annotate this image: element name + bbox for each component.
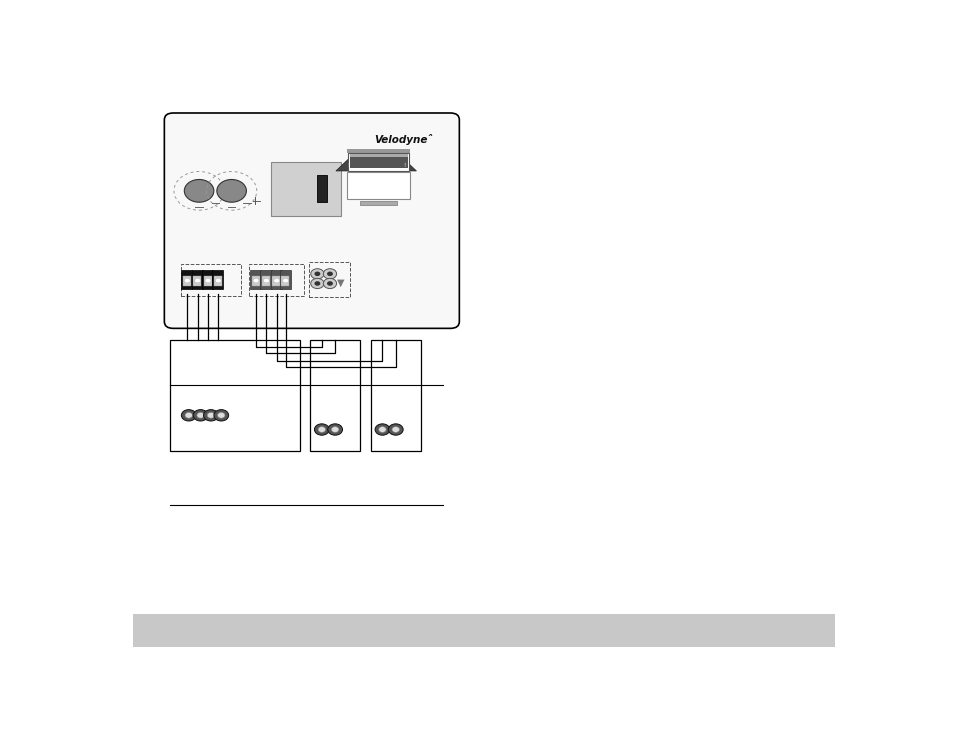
Circle shape bbox=[194, 278, 200, 283]
Bar bbox=[271, 162, 341, 216]
Bar bbox=[193, 275, 201, 286]
Circle shape bbox=[203, 410, 218, 421]
Bar bbox=[203, 275, 212, 286]
Bar bbox=[347, 172, 410, 199]
Bar bbox=[359, 201, 396, 205]
Bar bbox=[316, 175, 327, 202]
Bar bbox=[272, 275, 280, 286]
Bar bbox=[370, 340, 420, 451]
Bar bbox=[350, 157, 407, 168]
Bar bbox=[213, 275, 222, 286]
Circle shape bbox=[392, 427, 399, 432]
Bar bbox=[183, 275, 191, 286]
Circle shape bbox=[263, 278, 269, 283]
Circle shape bbox=[207, 413, 214, 418]
Bar bbox=[181, 270, 193, 289]
Circle shape bbox=[205, 278, 211, 283]
Circle shape bbox=[323, 278, 336, 289]
Circle shape bbox=[253, 278, 258, 283]
Circle shape bbox=[282, 278, 288, 283]
Circle shape bbox=[196, 413, 204, 418]
Bar bbox=[310, 340, 360, 451]
Circle shape bbox=[323, 269, 336, 279]
Circle shape bbox=[181, 410, 196, 421]
Bar bbox=[271, 270, 281, 289]
Bar bbox=[348, 153, 409, 171]
Circle shape bbox=[215, 278, 221, 283]
Bar bbox=[202, 270, 213, 289]
Bar bbox=[132, 613, 834, 646]
Bar bbox=[192, 270, 203, 289]
Bar bbox=[347, 149, 410, 153]
Text: ▼: ▼ bbox=[337, 277, 344, 287]
Bar bbox=[262, 275, 270, 286]
Circle shape bbox=[328, 424, 342, 435]
Circle shape bbox=[311, 278, 324, 289]
Bar bbox=[252, 275, 259, 286]
FancyBboxPatch shape bbox=[164, 113, 459, 328]
Bar bbox=[260, 270, 272, 289]
Circle shape bbox=[193, 410, 208, 421]
Text: !: ! bbox=[402, 163, 405, 168]
Circle shape bbox=[317, 427, 325, 432]
Text: Velodyneˆ: Velodyneˆ bbox=[374, 134, 433, 145]
Circle shape bbox=[327, 272, 333, 276]
Bar bbox=[350, 154, 407, 157]
Bar bbox=[213, 270, 223, 289]
Circle shape bbox=[213, 410, 229, 421]
Circle shape bbox=[216, 179, 246, 202]
Bar bbox=[250, 270, 261, 289]
Bar bbox=[281, 275, 289, 286]
Polygon shape bbox=[335, 159, 360, 171]
Circle shape bbox=[184, 278, 190, 283]
Circle shape bbox=[314, 424, 329, 435]
Circle shape bbox=[375, 424, 390, 435]
Circle shape bbox=[185, 413, 193, 418]
Text: !: ! bbox=[347, 163, 349, 168]
Circle shape bbox=[311, 269, 324, 279]
Circle shape bbox=[378, 427, 386, 432]
Circle shape bbox=[314, 281, 320, 286]
Circle shape bbox=[184, 179, 213, 202]
Polygon shape bbox=[391, 159, 416, 171]
Bar bbox=[279, 270, 291, 289]
Circle shape bbox=[327, 281, 333, 286]
Circle shape bbox=[331, 427, 338, 432]
Circle shape bbox=[388, 424, 403, 435]
Circle shape bbox=[274, 278, 279, 283]
Bar bbox=[170, 340, 300, 451]
Circle shape bbox=[314, 272, 320, 276]
Circle shape bbox=[217, 413, 225, 418]
